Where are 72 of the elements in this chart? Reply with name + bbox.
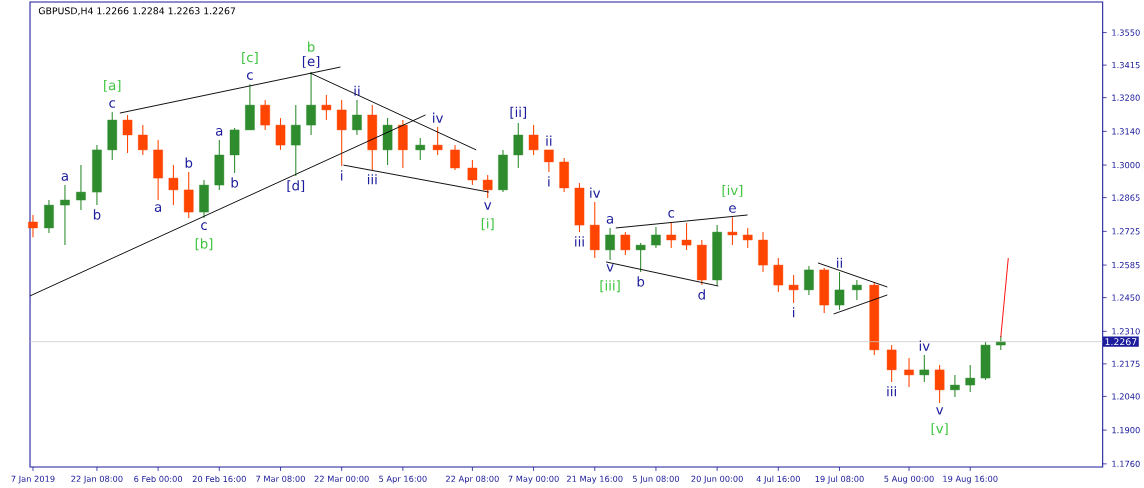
- y-tick-label: 1.1900: [1112, 427, 1140, 434]
- annotation: iii: [887, 386, 896, 397]
- x-tick-label: 20 Jun 00:00: [691, 475, 743, 484]
- y-tick-label: 1.3415: [1112, 61, 1140, 69]
- annotation: a: [606, 216, 613, 224]
- annotation: e: [729, 205, 736, 213]
- annotation: v: [606, 264, 614, 272]
- annotation: iv: [590, 187, 601, 198]
- y-tick-label: 1.2585: [1112, 261, 1140, 269]
- y-tick-label: 1.2040: [1112, 393, 1140, 400]
- annotation: v: [936, 407, 944, 415]
- x-tick-label: 7 Jan 2019: [11, 475, 55, 484]
- annotation: [b]: [195, 238, 213, 251]
- annotation: b: [231, 177, 239, 188]
- x-tick-label: 5 Aug 00:00: [884, 475, 934, 484]
- x-tick-label: 5 Jun 08:00: [632, 475, 680, 484]
- annotation: [d]: [287, 180, 305, 193]
- annotation: iv: [433, 112, 444, 123]
- x-tick-label: 20 Feb 16:00: [192, 475, 246, 483]
- ref-line-label: 1.2267: [1105, 338, 1137, 346]
- annotation: b: [637, 276, 645, 287]
- annotation: v: [484, 202, 492, 210]
- y-tick-label: 1.3000: [1112, 161, 1140, 169]
- x-tick-label: 5 Apr 16:00: [379, 475, 427, 484]
- y-tick-label: 1.2175: [1112, 360, 1140, 367]
- y-tick-label: 1.3140: [1112, 128, 1140, 135]
- annotation: i: [341, 170, 343, 181]
- annotation: iii: [575, 236, 584, 247]
- y-tick-label: 1.2725: [1112, 228, 1140, 235]
- annotation: [iii]: [600, 280, 620, 293]
- x-tick-label: 22 Jan 08:00: [71, 475, 123, 484]
- annotation: b: [185, 157, 193, 168]
- annotation: a: [61, 173, 68, 181]
- x-tick-label: 6 Feb 00:00: [134, 475, 183, 483]
- annotation: d: [698, 289, 705, 300]
- annotation: i: [793, 307, 795, 318]
- annotation: [e]: [302, 55, 320, 68]
- chart-title: GBPUSD,H4 1.2266 1.2284 1.2263 1.2267: [38, 7, 236, 16]
- y-tick-label: 1.2450: [1112, 294, 1140, 301]
- x-tick-label: 19 Aug 16:00: [943, 475, 998, 484]
- annotation: iii: [367, 174, 377, 185]
- annotation: [v]: [931, 423, 948, 436]
- annotation: ii: [354, 85, 360, 96]
- y-tick-label: 1.2310: [1112, 328, 1140, 335]
- y-tick-label: 1.2865: [1112, 194, 1140, 201]
- annotation: c: [109, 100, 116, 108]
- annotation: [iv]: [722, 184, 743, 197]
- annotation: ii: [546, 135, 552, 146]
- annotation: a: [216, 128, 223, 136]
- annotation: i: [548, 176, 550, 187]
- y-tick-label: 1.3550: [1112, 29, 1140, 36]
- x-tick-label: 19 Jul 08:00: [815, 475, 864, 484]
- x-tick-label: 7 May 00:00: [508, 475, 559, 484]
- x-tick-label: 22 Mar 00:00: [314, 475, 369, 482]
- y-tick-label: 1.3280: [1112, 94, 1140, 101]
- x-tick-label: 4 Jul 16:00: [756, 475, 800, 484]
- annotation: c: [201, 222, 207, 231]
- annotation: a: [154, 204, 161, 212]
- annotation: c: [668, 210, 675, 218]
- annotation: [ii]: [510, 106, 527, 119]
- annotation: b: [93, 209, 101, 220]
- annotation: ii: [837, 257, 842, 268]
- annotation: c: [246, 72, 253, 80]
- annotation: b: [308, 41, 315, 52]
- annotation: [c]: [242, 51, 258, 64]
- annotation: [a]: [104, 79, 121, 92]
- x-tick-label: 21 May 16:00: [567, 475, 623, 484]
- annotation: [i]: [481, 218, 494, 231]
- x-tick-label: 7 Mar 08:00: [256, 475, 305, 482]
- y-tick-label: 1.1760: [1112, 460, 1140, 467]
- annotation: iv: [919, 340, 930, 351]
- x-tick-label: 22 Apr 08:00: [446, 475, 499, 484]
